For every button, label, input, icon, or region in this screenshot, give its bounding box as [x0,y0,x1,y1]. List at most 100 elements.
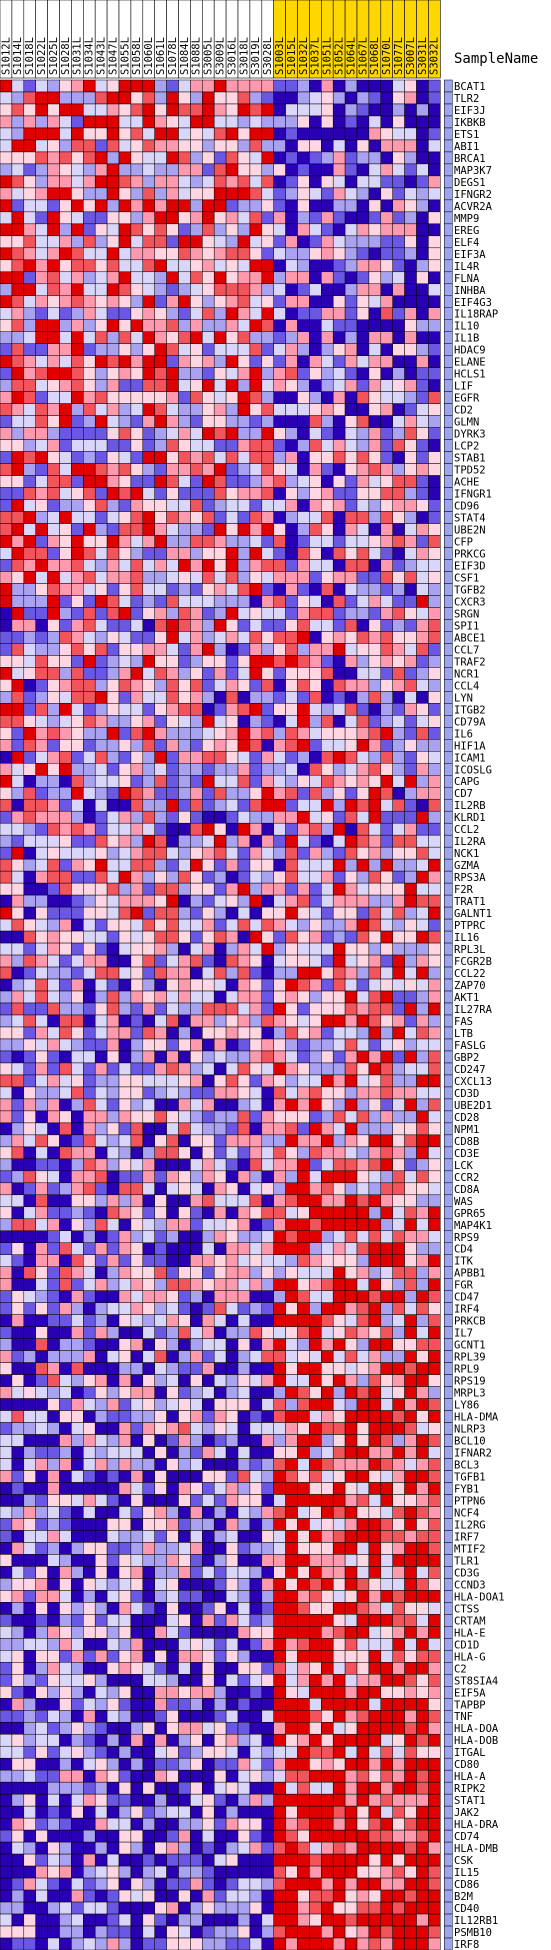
heatmap-cell [190,559,203,572]
heatmap-cell [83,427,96,440]
heatmap-cell [94,894,108,908]
heatmap-cell [0,535,13,548]
heatmap-cell [166,115,179,129]
heatmap-cell [202,846,215,860]
heatmap-cell [35,918,48,932]
heatmap-cell [356,259,370,273]
heatmap-cell [142,103,155,117]
heatmap-cell [261,151,274,165]
heatmap-cell [47,786,60,800]
heatmap-cell [225,1338,239,1351]
heatmap-cell [154,1614,167,1627]
heatmap-cell [309,966,322,980]
heatmap-cell [178,1026,191,1040]
heatmap-cell [297,295,310,309]
heatmap-cell [332,247,346,261]
heatmap-cell [0,1410,13,1423]
heatmap-cell [225,1362,239,1375]
heatmap-cell [47,595,60,608]
heatmap-cell [344,1110,358,1124]
heatmap-cell [35,1098,48,1112]
heatmap-cell [285,870,298,884]
heatmap-cell [166,894,179,908]
heatmap-cell [261,571,274,584]
heatmap-cell [35,1074,48,1088]
heatmap-cell [368,775,382,788]
heatmap-cell [83,775,96,788]
heatmap-cell [225,1254,239,1267]
heatmap-cell [392,115,405,129]
heatmap-cell [106,727,120,740]
heatmap-cell [11,199,25,213]
heatmap-cell [47,451,60,464]
heatmap-cell [154,930,167,944]
heatmap-cell [47,1194,60,1208]
heatmap-cell [35,235,48,249]
heatmap-cell [59,1410,72,1423]
heatmap-cell [321,1638,334,1651]
heatmap-cell [202,954,215,968]
heatmap-cell [309,1374,322,1387]
heatmap-cell [261,1026,274,1040]
heatmap-cell [11,1302,25,1315]
heatmap-cell [380,930,393,944]
heatmap-cell [428,211,441,225]
heatmap-cell [332,1254,346,1267]
heatmap-cell [202,619,215,632]
heatmap-cell [321,439,334,452]
heatmap-cell [202,187,215,201]
heatmap-cell [344,391,358,404]
heatmap-cell [356,1614,370,1627]
heatmap-cell [356,1386,370,1399]
heatmap-cell [71,295,84,309]
heatmap-cell [261,1038,274,1052]
heatmap-cell [142,199,155,213]
heatmap-cell [178,643,191,656]
heatmap-cell [285,1194,298,1208]
heatmap-cell [71,966,84,980]
heatmap-cell [237,798,251,812]
column-label: S1051L [322,37,334,75]
heatmap-cell [106,427,120,440]
heatmap-cell [404,403,417,416]
heatmap-cell [71,535,84,548]
heatmap-cell [309,798,322,812]
heatmap-cell [285,918,298,932]
heatmap-cell [368,1398,382,1411]
heatmap-cell [368,858,382,872]
heatmap-cell [249,115,263,129]
heatmap-cell [225,1518,239,1531]
heatmap-cell [130,1302,144,1315]
heatmap-cell [118,1626,132,1639]
heatmap-cell [130,355,144,368]
heatmap-cell [11,954,25,968]
heatmap-cell [190,355,203,368]
heatmap-cell [118,1506,132,1519]
heatmap-cell [428,91,441,105]
heatmap-cell [83,655,96,668]
heatmap-cell [94,1098,108,1112]
heatmap-cell [416,1398,429,1411]
heatmap-cell [225,583,239,596]
heatmap-cell [213,1398,227,1411]
heatmap-cell [47,295,60,309]
heatmap-cell [261,1122,274,1136]
heatmap-cell [237,1470,251,1483]
heatmap-cell [237,439,251,452]
heatmap-cell [11,775,25,788]
heatmap-cell [261,1590,274,1603]
heatmap-cell [356,810,370,824]
heatmap-cell [23,1218,36,1232]
heatmap-cell [392,715,405,728]
heatmap-cell [428,1566,441,1579]
heatmap-cell [202,1626,215,1639]
heatmap-cell [47,343,60,356]
heatmap-cell [332,283,346,297]
heatmap-cell [332,1182,346,1196]
heatmap-cell [130,1506,144,1519]
heatmap-cell [83,367,96,380]
heatmap-cell [166,295,179,309]
heatmap-cell [321,1230,334,1244]
heatmap-cell [416,1134,429,1148]
heatmap-cell [202,679,215,692]
